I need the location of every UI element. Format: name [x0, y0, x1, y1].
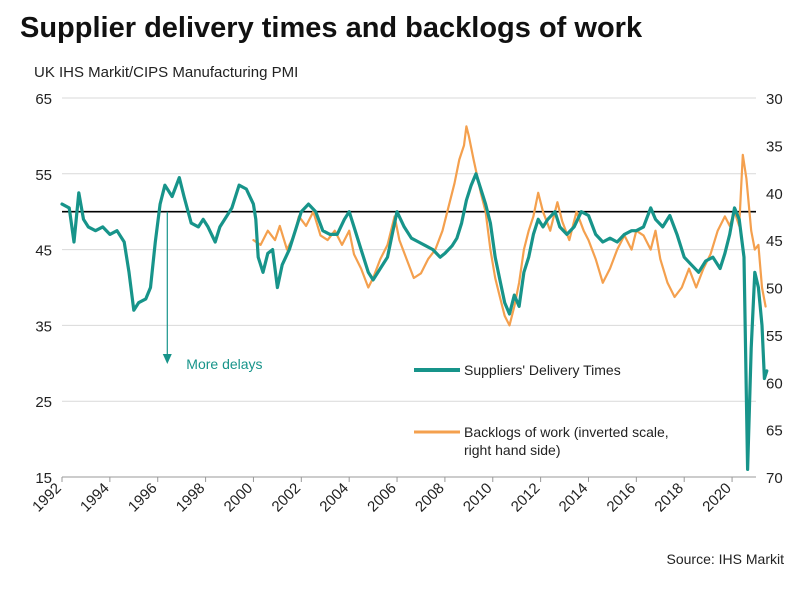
x-tick-label: 1996	[125, 480, 161, 516]
y-right-tick-label: 50	[766, 281, 783, 298]
legend-label-delivery: Suppliers' Delivery Times	[464, 362, 621, 378]
more-delays-arrowhead	[162, 354, 172, 364]
y-left-tick-label: 35	[35, 318, 52, 335]
x-tick-label: 2020	[699, 480, 735, 516]
y-axis-right: 30 35 40 45 50 55 60 65 70	[766, 91, 783, 487]
delivery-series-group	[60, 172, 769, 471]
x-tick-label: 2000	[221, 480, 257, 516]
y-right-tick-label: 40	[766, 186, 783, 203]
y-axis-left: 15 25 35 45 55 65	[35, 91, 52, 487]
legend: Suppliers' Delivery Times Backlogs of wo…	[414, 362, 669, 458]
chart-title: Supplier delivery times and backlogs of …	[20, 12, 643, 44]
annotation-group: More delays	[162, 211, 263, 372]
y-left-tick-label: 45	[35, 243, 52, 260]
x-tick-label: 2010	[460, 480, 496, 516]
y-right-tick-label: 60	[766, 375, 783, 392]
x-tick-label: 2012	[508, 480, 544, 516]
x-axis-ticks: 1992 1994 1996 1998 2000 2002 2004 2006 2008 2010…	[29, 477, 735, 515]
x-tick-label: 2006	[364, 480, 400, 516]
x-tick-label: 2016	[604, 480, 640, 516]
legend-label-backlogs: Backlogs of work (inverted scale, right h…	[464, 424, 669, 458]
x-tick-label: 1998	[173, 480, 209, 516]
y-left-tick-label: 65	[35, 91, 52, 108]
y-right-tick-label: 30	[766, 91, 783, 108]
source-note: Source: IHS Markit	[666, 551, 784, 567]
more-delays-label: More delays	[186, 356, 262, 372]
y-right-tick-label: 65	[766, 423, 783, 440]
x-tick-label: 2008	[412, 480, 448, 516]
backlogs-series-group	[252, 125, 767, 327]
backlogs-line	[252, 125, 767, 327]
x-tick-label: 2002	[269, 480, 305, 516]
y-right-tick-label: 70	[766, 470, 783, 487]
y-right-tick-label: 45	[766, 233, 783, 250]
x-tick-label: 2018	[651, 480, 687, 516]
y-left-tick-label: 25	[35, 394, 52, 411]
y-left-tick-label: 15	[35, 470, 52, 487]
legend-label-backlogs-line: Backlogs of work (inverted scale,	[464, 424, 669, 440]
y-right-tick-label: 35	[766, 138, 783, 155]
delivery-times-line	[60, 172, 769, 471]
x-tick-label: 2014	[556, 480, 592, 516]
chart-subtitle: UK IHS Markit/CIPS Manufacturing PMI	[34, 64, 299, 81]
y-left-tick-label: 55	[35, 167, 52, 184]
x-tick-label: 2004	[316, 480, 352, 516]
y-right-tick-label: 55	[766, 328, 783, 345]
x-tick-label: 1994	[77, 480, 113, 516]
grid-lines	[62, 97, 756, 402]
legend-label-backlogs-line: right hand side)	[464, 442, 561, 458]
